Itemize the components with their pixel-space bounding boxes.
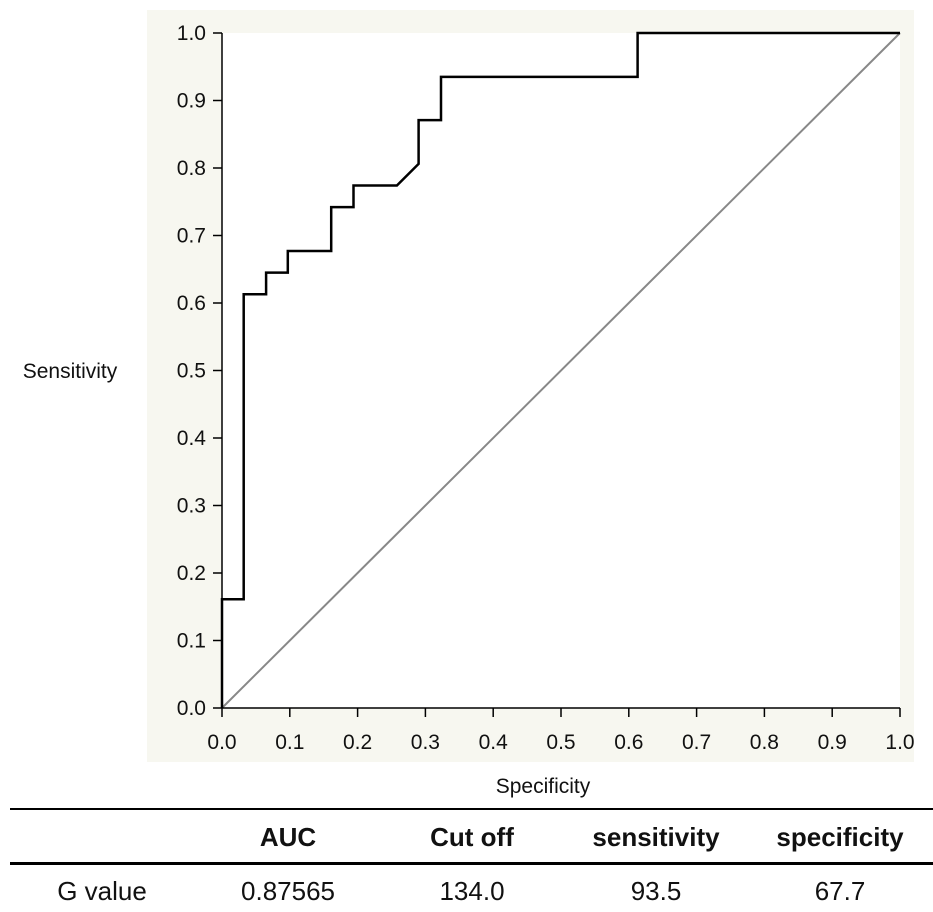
table-top-rule — [10, 808, 933, 810]
roc-chart: 0.0 0.1 0.2 0.3 0.4 0.5 0.6 0.7 0.8 0.9 1.0 0.0 0.1… — [23, 10, 915, 798]
x-tick-label: 0.6 — [614, 731, 643, 754]
y-tick-label: 0.5 — [177, 360, 206, 383]
y-tick-label: 0.2 — [177, 562, 206, 585]
x-tick-label: 0.1 — [275, 731, 304, 754]
x-tick-label: 0.8 — [750, 731, 779, 754]
y-tick-label: 0.8 — [177, 157, 206, 180]
y-tick-label: 1.0 — [177, 22, 206, 45]
cut-off-value: 134.0 — [439, 876, 505, 906]
y-tick-label: 0.1 — [177, 630, 206, 653]
y-tick-label: 0.4 — [177, 427, 207, 450]
y-axis-ticks: 0.0 0.1 0.2 0.3 0.4 0.5 0.6 0.7 0.8 0.9 1.0 — [177, 22, 222, 720]
auc-value: 0.87565 — [241, 876, 335, 906]
y-tick-label: 0.3 — [177, 495, 206, 518]
row-label: G value — [57, 876, 147, 906]
header-specificity: specificity — [776, 822, 904, 852]
x-tick-label: 0.0 — [207, 731, 236, 754]
y-tick-label: 0.9 — [177, 90, 206, 113]
specificity-value: 67.7 — [814, 876, 866, 906]
x-tick-label: 0.4 — [479, 731, 509, 754]
header-sensitivity: sensitivity — [592, 822, 720, 852]
y-tick-label: 0.6 — [177, 292, 206, 315]
x-tick-label: 0.2 — [343, 731, 372, 754]
sensitivity-value: 93.5 — [630, 876, 682, 906]
x-tick-label: 0.3 — [411, 731, 440, 754]
x-tick-label: 0.5 — [546, 731, 575, 754]
x-tick-label: 0.7 — [682, 731, 711, 754]
y-tick-label: 0.0 — [177, 697, 206, 720]
x-axis-label: Specificity — [496, 775, 591, 798]
y-axis-label: Sensitivity — [23, 360, 118, 383]
header-cut-off: Cut off — [430, 822, 514, 852]
y-tick-label: 0.7 — [177, 225, 206, 248]
x-tick-label: 1.0 — [885, 731, 914, 754]
x-axis-ticks: 0.0 0.1 0.2 0.3 0.4 0.5 0.6 0.7 0.8 0.9 1.0 — [207, 708, 915, 754]
table-header-rule — [10, 862, 933, 865]
x-tick-label: 0.9 — [818, 731, 847, 754]
header-auc: AUC — [259, 822, 317, 852]
roc-curve — [220, 31, 900, 708]
reference-line — [221, 32, 901, 709]
